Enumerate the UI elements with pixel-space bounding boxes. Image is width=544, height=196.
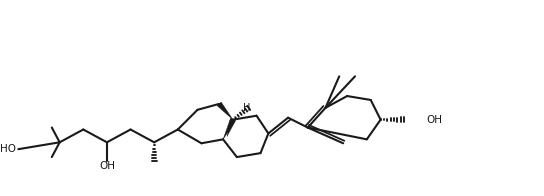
- Polygon shape: [223, 118, 236, 139]
- Text: H: H: [243, 103, 250, 113]
- Text: OH: OH: [427, 115, 443, 125]
- Polygon shape: [217, 102, 233, 120]
- Polygon shape: [227, 119, 236, 136]
- Text: OH: OH: [99, 161, 115, 171]
- Text: HO: HO: [1, 144, 16, 154]
